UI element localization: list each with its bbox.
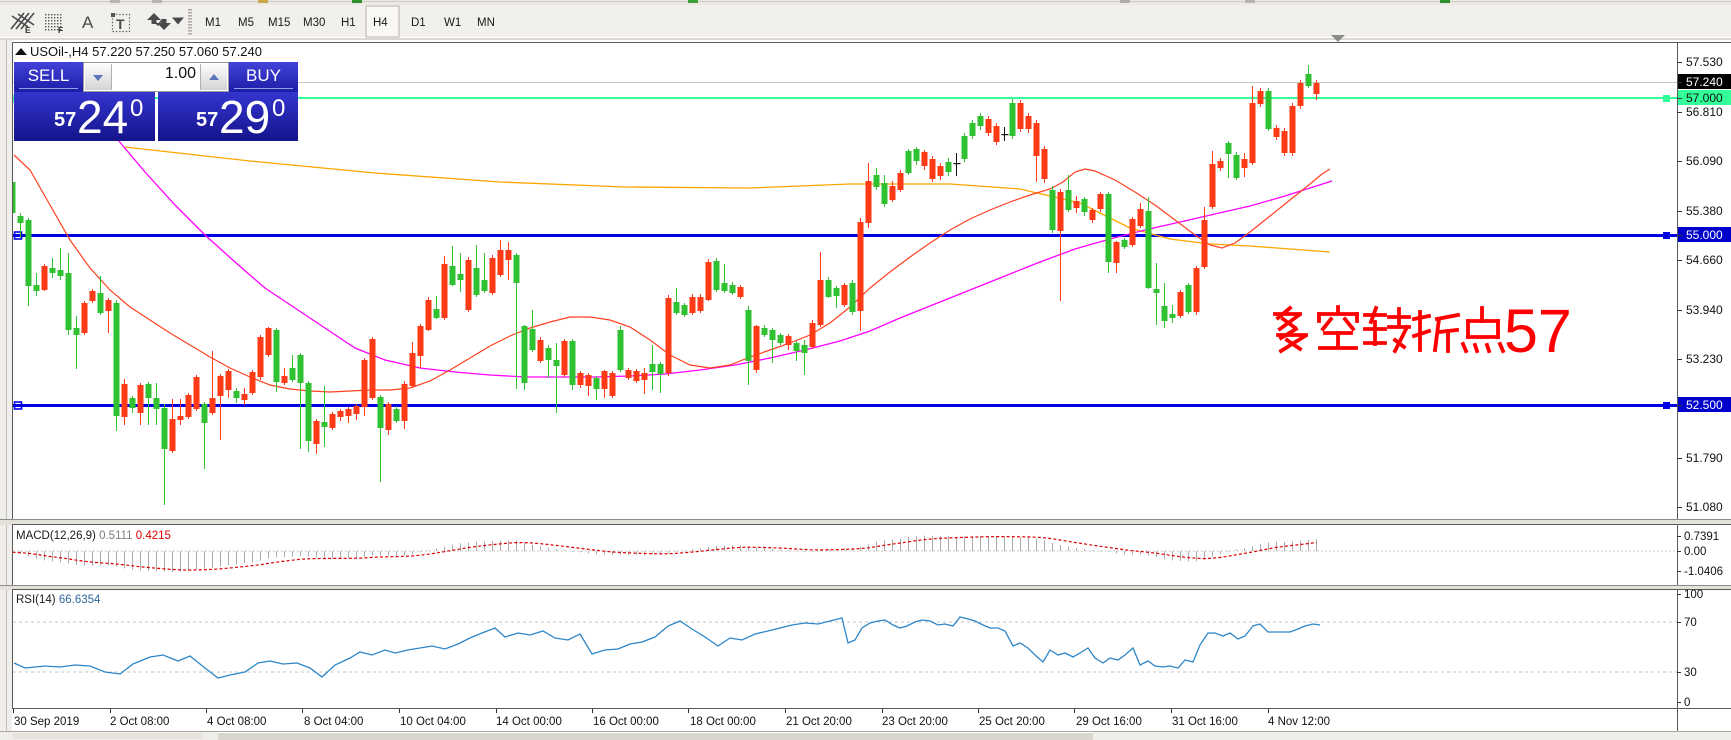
svg-text:54.660: 54.660 [1686,253,1723,267]
svg-text:M15: M15 [268,17,290,29]
svg-text:4 Nov 12:00: 4 Nov 12:00 [1268,716,1330,728]
svg-text:M1: M1 [205,17,221,29]
svg-text:4 Oct 08:00: 4 Oct 08:00 [207,716,266,728]
svg-text:57.240: 57.240 [1686,75,1723,89]
svg-text:W1: W1 [444,17,461,29]
svg-text:51.080: 51.080 [1686,500,1723,514]
svg-text:T: T [116,16,125,32]
svg-text:70: 70 [1684,617,1697,629]
svg-text:2 Oct 08:00: 2 Oct 08:00 [110,716,169,728]
svg-text:H1: H1 [341,17,356,29]
svg-text:29 Oct 16:00: 29 Oct 16:00 [1076,716,1142,728]
svg-text:0.7391: 0.7391 [1684,531,1719,543]
svg-text:56.810: 56.810 [1686,105,1723,119]
svg-text:16 Oct 00:00: 16 Oct 00:00 [593,716,659,728]
svg-text:57: 57 [1504,297,1572,365]
svg-text:53.230: 53.230 [1686,352,1723,366]
svg-text:30: 30 [1684,667,1697,679]
svg-text:100: 100 [1684,589,1703,601]
svg-text:USOil-,H4 57.220 57.250 57.06: USOil-,H4 57.220 57.250 57.060 57.240 [30,44,262,59]
svg-text:52.500: 52.500 [1686,398,1723,412]
svg-text:10 Oct 04:00: 10 Oct 04:00 [400,716,466,728]
svg-text:31 Oct 16:00: 31 Oct 16:00 [1172,716,1238,728]
svg-text:18 Oct 00:00: 18 Oct 00:00 [690,716,756,728]
svg-text:-1.0406: -1.0406 [1684,566,1723,578]
svg-text:55.000: 55.000 [1686,228,1723,242]
svg-text:MACD(12,26,9) 0.5111 0.4215: MACD(12,26,9) 0.5111 0.4215 [16,530,171,542]
svg-text:51.790: 51.790 [1686,451,1723,465]
svg-text:30 Sep 2019: 30 Sep 2019 [14,716,79,728]
svg-text:M30: M30 [303,17,325,29]
svg-text:25 Oct 20:00: 25 Oct 20:00 [979,716,1045,728]
svg-text:A: A [82,13,94,32]
svg-text:21 Oct 20:00: 21 Oct 20:00 [786,716,852,728]
svg-text:56.090: 56.090 [1686,154,1723,168]
svg-text:F: F [58,25,63,35]
svg-text:23 Oct 20:00: 23 Oct 20:00 [882,716,948,728]
svg-text:57.000: 57.000 [1686,91,1723,105]
svg-text:55.380: 55.380 [1686,204,1723,218]
svg-text:0.00: 0.00 [1684,546,1706,558]
svg-text:0: 0 [1684,697,1690,709]
svg-text:RSI(14) 66.6354: RSI(14) 66.6354 [16,594,101,606]
svg-text:D1: D1 [411,17,426,29]
svg-text:E: E [25,25,31,35]
svg-text:8 Oct 04:00: 8 Oct 04:00 [304,716,363,728]
svg-text:H4: H4 [373,17,388,29]
svg-text:57.530: 57.530 [1686,55,1723,69]
svg-text:M5: M5 [238,17,254,29]
svg-text:14 Oct 00:00: 14 Oct 00:00 [496,716,562,728]
svg-text:53.940: 53.940 [1686,303,1723,317]
svg-text:MN: MN [477,17,495,29]
